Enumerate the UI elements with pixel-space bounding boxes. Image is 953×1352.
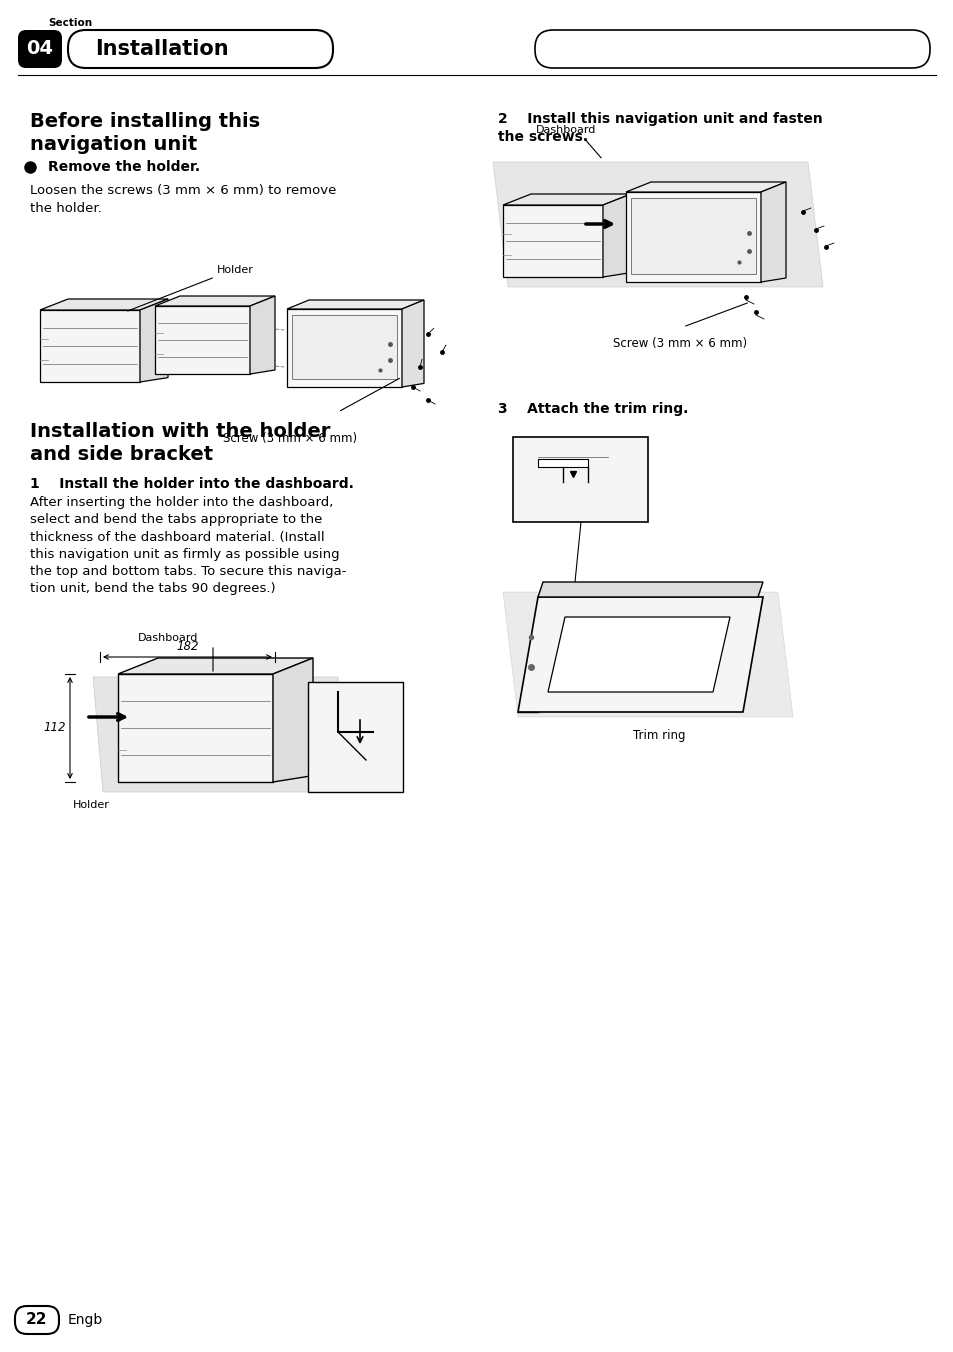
Text: Holder: Holder bbox=[73, 800, 110, 810]
Polygon shape bbox=[154, 296, 274, 306]
Text: Screw (3 mm × 6 mm): Screw (3 mm × 6 mm) bbox=[613, 337, 746, 350]
Text: 04: 04 bbox=[27, 39, 53, 58]
Text: After inserting the holder into the dashboard,
select and bend the tabs appropri: After inserting the holder into the dash… bbox=[30, 496, 346, 595]
Polygon shape bbox=[118, 675, 273, 781]
Polygon shape bbox=[273, 658, 313, 781]
FancyBboxPatch shape bbox=[15, 1306, 59, 1334]
FancyBboxPatch shape bbox=[68, 30, 333, 68]
Polygon shape bbox=[154, 306, 250, 375]
Polygon shape bbox=[502, 206, 602, 277]
Bar bbox=[292, 315, 396, 379]
Text: Installation with the holder
and side bracket: Installation with the holder and side br… bbox=[30, 422, 330, 464]
Polygon shape bbox=[140, 299, 168, 383]
Text: Trim ring: Trim ring bbox=[633, 729, 685, 742]
Polygon shape bbox=[250, 296, 274, 375]
Text: Screw (3 mm × 6 mm): Screw (3 mm × 6 mm) bbox=[223, 433, 356, 445]
Text: 182: 182 bbox=[176, 639, 199, 653]
Polygon shape bbox=[40, 310, 140, 383]
Polygon shape bbox=[517, 598, 762, 713]
Polygon shape bbox=[625, 183, 785, 192]
Polygon shape bbox=[502, 592, 792, 717]
Text: 112: 112 bbox=[44, 722, 66, 734]
Bar bbox=[630, 197, 755, 274]
Text: Section: Section bbox=[48, 18, 92, 28]
Polygon shape bbox=[625, 192, 760, 283]
Polygon shape bbox=[118, 658, 313, 675]
Text: Dashboard: Dashboard bbox=[138, 633, 198, 644]
Text: Loosen the screws (3 mm × 6 mm) to remove
the holder.: Loosen the screws (3 mm × 6 mm) to remov… bbox=[30, 184, 336, 215]
Polygon shape bbox=[493, 162, 822, 287]
Polygon shape bbox=[602, 193, 630, 277]
Polygon shape bbox=[287, 300, 423, 310]
FancyBboxPatch shape bbox=[18, 30, 62, 68]
Text: 1    Install the holder into the dashboard.: 1 Install the holder into the dashboard. bbox=[30, 477, 354, 491]
Text: Remove the holder.: Remove the holder. bbox=[48, 160, 200, 174]
Polygon shape bbox=[401, 300, 423, 387]
Bar bbox=[537, 458, 587, 466]
Polygon shape bbox=[40, 299, 168, 310]
Polygon shape bbox=[547, 617, 729, 692]
Polygon shape bbox=[287, 310, 401, 387]
Text: 3    Attach the trim ring.: 3 Attach the trim ring. bbox=[497, 402, 688, 416]
Text: 22: 22 bbox=[27, 1313, 48, 1328]
Text: Engb: Engb bbox=[68, 1313, 103, 1328]
Bar bbox=[513, 437, 647, 522]
Polygon shape bbox=[92, 677, 348, 792]
Text: Dashboard: Dashboard bbox=[536, 124, 596, 135]
Bar bbox=[308, 681, 402, 792]
Polygon shape bbox=[760, 183, 785, 283]
Text: 2    Install this navigation unit and fasten
the screws.: 2 Install this navigation unit and faste… bbox=[497, 112, 821, 143]
FancyBboxPatch shape bbox=[535, 30, 929, 68]
Text: Before installing this
navigation unit: Before installing this navigation unit bbox=[30, 112, 260, 154]
Text: Installation: Installation bbox=[95, 39, 229, 59]
Text: Holder: Holder bbox=[216, 265, 253, 274]
Polygon shape bbox=[502, 193, 630, 206]
Polygon shape bbox=[537, 581, 762, 598]
